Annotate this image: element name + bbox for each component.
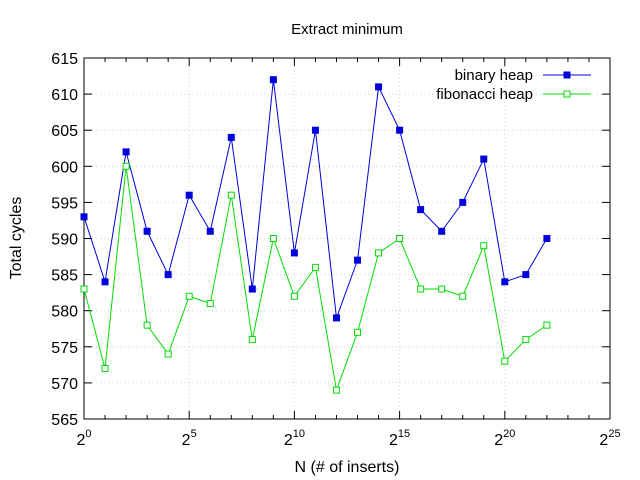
fibonacci-heap-point [101, 364, 109, 372]
legend-marker-fibonacci-heap [563, 90, 571, 98]
y-tick-label: 585 [51, 268, 78, 285]
binary-heap-point [80, 213, 88, 221]
binary-heap-point [122, 148, 130, 156]
series-group [80, 76, 551, 394]
y-tick-label: 575 [51, 340, 78, 357]
binary-heap-point [143, 227, 151, 235]
binary-heap-point [269, 76, 277, 84]
fibonacci-heap-point [80, 285, 88, 293]
fibonacci-heap-point [206, 299, 214, 307]
binary-heap-point [354, 256, 362, 264]
binary-heap-point [227, 133, 235, 141]
y-tick-label: 595 [51, 195, 78, 212]
binary-heap-line [83, 79, 548, 319]
y-tick-label: 580 [51, 304, 78, 321]
fibonacci-heap-point [522, 336, 530, 344]
series-binary-heap [80, 76, 551, 322]
y-axis-label: Total cycles [8, 197, 25, 280]
binary-heap-point [332, 314, 340, 322]
legend-label-fibonacci-heap: fibonacci heap [436, 86, 533, 103]
binary-heap-point [375, 83, 383, 91]
y-tick-label: 615 [51, 51, 78, 68]
binary-heap-point [438, 227, 446, 235]
binary-heap-point [480, 155, 488, 163]
y-tick-label: 610 [51, 87, 78, 104]
legend-label-binary-heap: binary heap [455, 67, 533, 84]
series-fibonacci-heap [80, 162, 551, 394]
binary-heap-point [164, 271, 172, 279]
chart-title: Extract minimum [291, 21, 403, 38]
fibonacci-heap-point [290, 292, 298, 300]
fibonacci-heap-point [417, 285, 425, 293]
fibonacci-heap-point [375, 249, 383, 257]
legend: binary heap fibonacci heap [436, 67, 591, 103]
y-tick-label: 590 [51, 232, 78, 249]
fibonacci-heap-point [122, 162, 130, 170]
legend-marker-binary-heap [563, 71, 571, 79]
binary-heap-point [459, 198, 467, 206]
fibonacci-heap-point [543, 321, 551, 329]
fibonacci-heap-line [83, 166, 548, 393]
fibonacci-heap-point [164, 350, 172, 358]
x-tick-label: 225 [599, 428, 620, 449]
binary-heap-point [248, 285, 256, 293]
binary-heap-point [522, 271, 530, 279]
x-tick-label: 20 [76, 428, 91, 449]
fibonacci-heap-point [438, 285, 446, 293]
binary-heap-point [185, 191, 193, 199]
binary-heap-point [101, 278, 109, 286]
x-tick-label: 25 [182, 428, 197, 449]
binary-heap-point [501, 278, 509, 286]
fibonacci-heap-point [248, 336, 256, 344]
binary-heap-point [311, 126, 319, 134]
fibonacci-heap-point [311, 263, 319, 271]
fibonacci-heap-point [459, 292, 467, 300]
binary-heap-point [396, 126, 404, 134]
x-axis-label: N (# of inserts) [295, 459, 400, 476]
fibonacci-heap-point [143, 321, 151, 329]
binary-heap-point [206, 227, 214, 235]
x-tick-label: 210 [284, 428, 305, 449]
fibonacci-heap-point [185, 292, 193, 300]
ticks: 565 570 575 580 585 590 595 600 605 610 615 20 25 210… [51, 51, 620, 449]
fibonacci-heap-point [269, 235, 277, 242]
binary-heap-point [543, 235, 551, 242]
y-tick-label: 600 [51, 159, 78, 176]
fibonacci-heap-point [501, 357, 509, 365]
fibonacci-heap-point [480, 242, 488, 250]
y-tick-label: 570 [51, 376, 78, 393]
fibonacci-heap-point [354, 328, 362, 336]
x-tick-label: 220 [494, 428, 515, 449]
fibonacci-heap-point [396, 235, 404, 242]
x-tick-label: 215 [389, 428, 410, 449]
binary-heap-point [417, 206, 425, 214]
plot-frame [83, 57, 611, 420]
fibonacci-heap-point [227, 191, 235, 199]
fibonacci-heap-point [332, 386, 340, 394]
binary-heap-point [290, 249, 298, 257]
y-tick-label: 605 [51, 123, 78, 140]
y-tick-label: 565 [51, 412, 78, 429]
grid [84, 58, 610, 419]
